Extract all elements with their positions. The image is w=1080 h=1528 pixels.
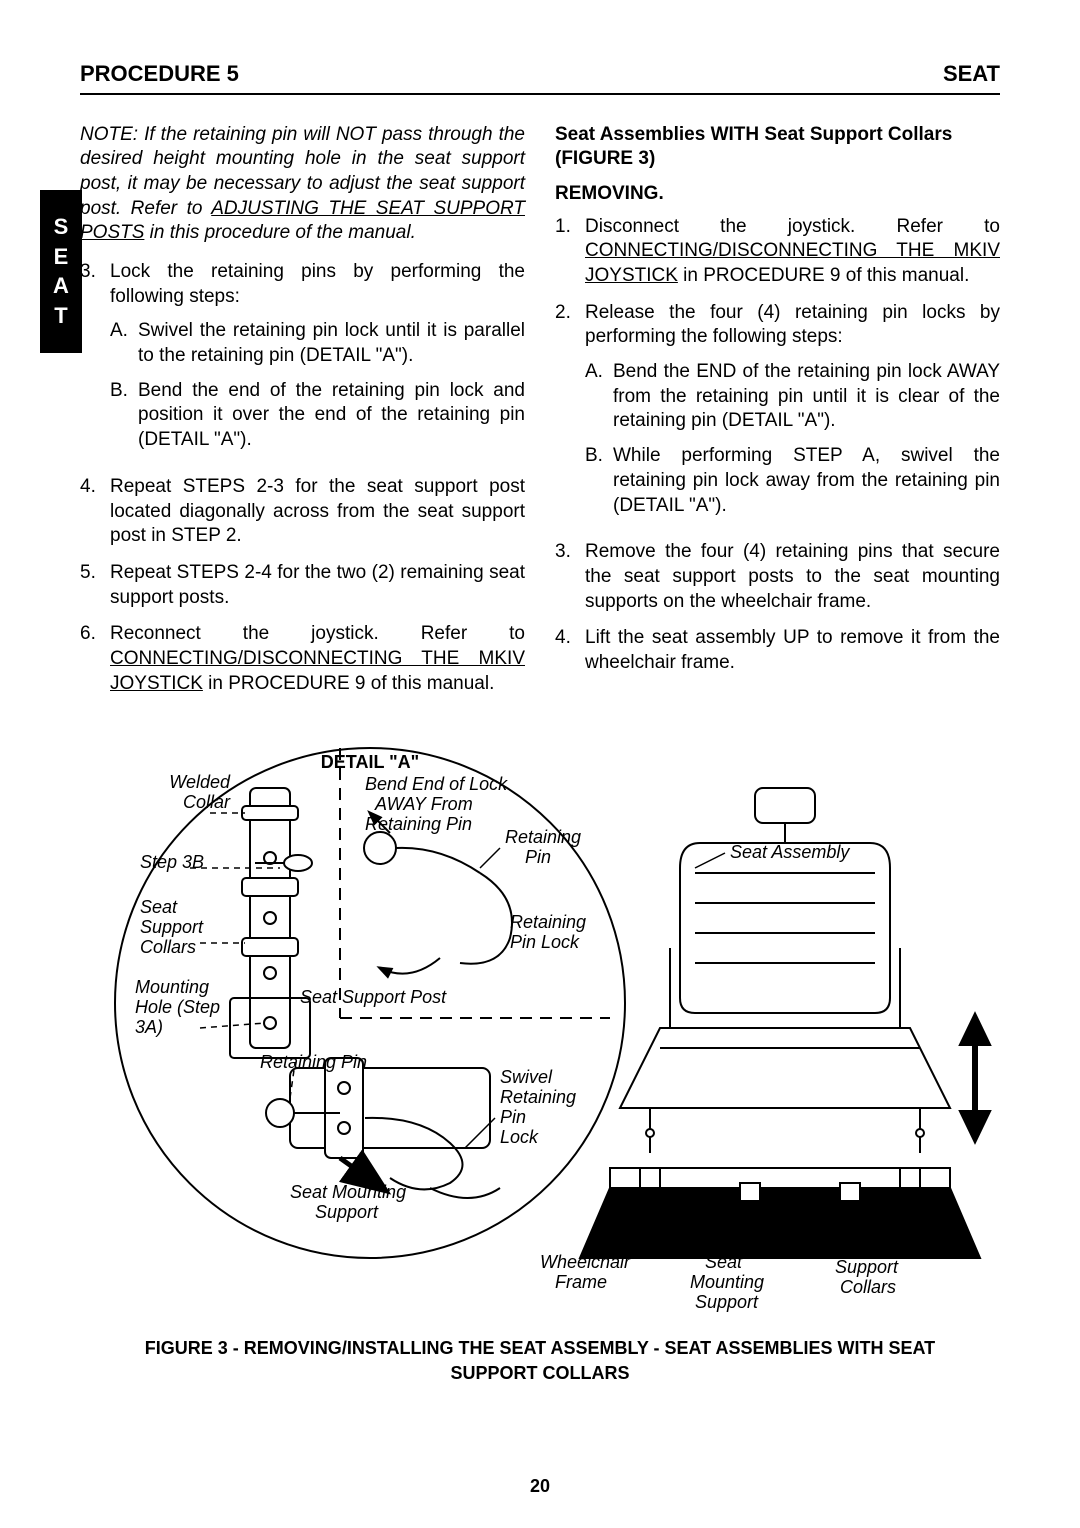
svg-text:Retaining: Retaining xyxy=(510,912,586,932)
svg-text:Bend End of Lock: Bend End of Lock xyxy=(365,774,508,794)
svg-text:Retaining: Retaining xyxy=(505,827,581,847)
sub-list: A.Bend the END of the retaining pin lock… xyxy=(585,360,1000,518)
right-list: 1. Disconnect the joystick. Refer to CON… xyxy=(555,215,1000,676)
label-detail-a: DETAIL "A" xyxy=(321,752,419,772)
svg-text:Mounting: Mounting xyxy=(135,977,209,997)
header-procedure: PROCEDURE 5 xyxy=(80,60,239,89)
subsection-title: REMOVING. xyxy=(555,182,1000,207)
side-tab-letter: S xyxy=(40,212,82,242)
list-item: B.Bend the end of the retaining pin lock… xyxy=(110,379,525,453)
list-item: A.Swivel the retaining pin lock until it… xyxy=(110,319,525,368)
note-text: NOTE: If the retaining pin will NOT pass… xyxy=(80,123,525,246)
svg-text:Pin Lock: Pin Lock xyxy=(510,932,580,952)
figure-caption: FIGURE 3 - REMOVING/INSTALLING THE SEAT … xyxy=(80,1336,1000,1386)
sub-list: A.Swivel the retaining pin lock until it… xyxy=(110,319,525,452)
list-item: 5.Repeat STEPS 2-4 for the two (2) remai… xyxy=(80,561,525,610)
svg-text:Seat: Seat xyxy=(850,1237,888,1257)
svg-text:Support: Support xyxy=(315,1202,379,1222)
svg-text:Pin: Pin xyxy=(500,1107,526,1127)
svg-text:Seat Support Post: Seat Support Post xyxy=(300,987,447,1007)
list-item: 1. Disconnect the joystick. Refer to CON… xyxy=(555,215,1000,289)
svg-text:3A): 3A) xyxy=(135,1017,163,1037)
list-item: 2. Release the four (4) retaining pin lo… xyxy=(555,301,1000,529)
svg-text:Seat: Seat xyxy=(705,1252,743,1272)
section-title: Seat Assemblies WITH Seat Support Collar… xyxy=(555,123,1000,172)
svg-text:Mounting: Mounting xyxy=(690,1272,764,1292)
svg-text:Collar: Collar xyxy=(183,792,231,812)
svg-text:Retaining Pin: Retaining Pin xyxy=(365,814,472,834)
list-item: 4.Lift the seat assembly UP to remove it… xyxy=(555,626,1000,675)
list-item: 4.Repeat STEPS 2-3 for the seat support … xyxy=(80,475,525,549)
svg-text:Lock: Lock xyxy=(500,1127,539,1147)
content-columns: NOTE: If the retaining pin will NOT pass… xyxy=(80,123,1000,709)
side-tab-letter: E xyxy=(40,242,82,272)
svg-text:Seat: Seat xyxy=(140,897,178,917)
list-item: A.Bend the END of the retaining pin lock… xyxy=(585,360,1000,434)
side-tab: S E A T xyxy=(40,190,82,353)
right-column: Seat Assemblies WITH Seat Support Collar… xyxy=(555,123,1000,709)
list-item: 3. Lock the retaining pins by performing… xyxy=(80,260,525,463)
side-tab-letter: T xyxy=(40,301,82,331)
svg-text:Retaining Pin: Retaining Pin xyxy=(260,1052,367,1072)
svg-text:Retaining: Retaining xyxy=(500,1087,576,1107)
list-item: 6. Reconnect the joystick. Refer to CONN… xyxy=(80,622,525,696)
svg-text:AWAY From: AWAY From xyxy=(374,794,473,814)
svg-text:Collars: Collars xyxy=(140,937,196,957)
svg-text:Wheelchair: Wheelchair xyxy=(540,1252,631,1272)
header-section: SEAT xyxy=(943,60,1000,89)
svg-text:Step 3B: Step 3B xyxy=(140,852,204,872)
list-item: 3.Remove the four (4) retaining pins tha… xyxy=(555,540,1000,614)
figure-3: DETAIL "A" Welded Collar Bend End of Loc… xyxy=(80,728,1000,1386)
svg-text:Support: Support xyxy=(835,1257,899,1277)
page-number: 20 xyxy=(0,1475,1080,1498)
figure-svg: DETAIL "A" Welded Collar Bend End of Loc… xyxy=(80,728,1000,1318)
svg-text:Seat Mounting: Seat Mounting xyxy=(290,1182,406,1202)
label-welded-collar: Welded xyxy=(169,772,231,792)
svg-text:Pin: Pin xyxy=(525,847,551,867)
label-seat-assembly: Seat Assembly xyxy=(730,842,850,862)
svg-text:Support: Support xyxy=(140,917,204,937)
svg-text:Support: Support xyxy=(695,1292,759,1312)
left-list: 3. Lock the retaining pins by performing… xyxy=(80,260,525,696)
list-item: B.While performing STEP A, swivel the re… xyxy=(585,444,1000,518)
page-header: PROCEDURE 5 SEAT xyxy=(80,60,1000,95)
svg-text:Hole (Step: Hole (Step xyxy=(135,997,220,1017)
svg-text:Collars: Collars xyxy=(840,1277,896,1297)
side-tab-letter: A xyxy=(40,271,82,301)
svg-text:Frame: Frame xyxy=(555,1272,607,1292)
left-column: NOTE: If the retaining pin will NOT pass… xyxy=(80,123,525,709)
svg-text:Swivel: Swivel xyxy=(500,1067,553,1087)
